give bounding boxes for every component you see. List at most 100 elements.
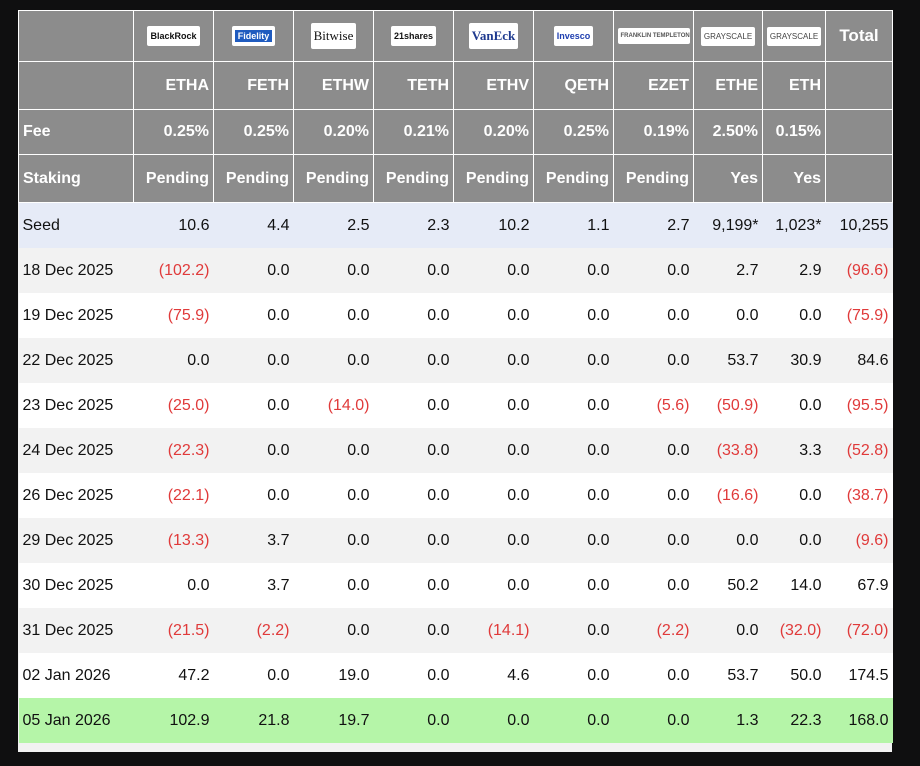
flow-value: 3.3 [762,428,826,473]
flow-value: 0.0 [293,428,374,473]
flow-value: (5.6) [613,383,694,428]
flow-value: 0.0 [533,428,614,473]
logo-cell: GRAYSCALE [762,10,826,62]
ticker: TETH [373,61,454,110]
table-container: BlackRock Fidelity Bitwise 21shares VanEck In… [18,10,893,752]
staking-value: Yes [762,154,826,203]
flow-value: 21.8 [213,698,294,743]
flow-value: 0.0 [533,698,614,743]
flow-value: (2.2) [213,608,294,653]
ticker: ETH [762,61,826,110]
flow-value: 0.0 [613,653,694,698]
flow-value: 0.0 [293,293,374,338]
flow-value: 2.9 [762,248,826,293]
flow-row: 24 Dec 2025 (22.3) 0.0 0.0 0.0 0.0 0.0 0.0 (33.8… [18,428,893,473]
date-label: 23 Dec 2025 [18,383,134,428]
flow-value: 19.7 [293,698,374,743]
issuer-logo: VanEck [468,23,519,49]
flow-value: 30.9 [762,338,826,383]
total-header: Total [825,10,893,62]
ticker: ETHE [693,61,763,110]
total-value: (72.0) [825,608,893,653]
flow-value: 0.0 [293,338,374,383]
empty-cell [825,109,893,155]
empty-cell [825,61,893,110]
flow-value: 0.0 [533,248,614,293]
flow-value: 9,199* [693,202,763,248]
issuer-logo: FRANKLIN TEMPLETON [617,27,690,44]
flow-value: 53.7 [693,653,763,698]
flow-value: 0.0 [373,518,454,563]
flow-value: 0.0 [373,338,454,383]
empty-cell [825,154,893,203]
flow-row: 29 Dec 2025 (13.3) 3.7 0.0 0.0 0.0 0.0 0.0 0.0 0.… [18,518,893,563]
total-value: 174.5 [825,653,893,698]
flow-value: 0.0 [762,383,826,428]
issuer-name: Bitwise [313,28,354,43]
date-label: 19 Dec 2025 [18,293,134,338]
flow-row: Seed 10.6 4.4 2.5 2.3 10.2 1.1 2.7 9,199* 1,023* 1… [18,202,893,248]
flow-value: 0.0 [213,473,294,518]
date-label: 05 Jan 2026 [18,698,134,743]
flow-value: (2.2) [613,608,694,653]
issuer-logo: GRAYSCALE [700,26,756,46]
flow-value: 1.1 [533,202,614,248]
date-label: Seed [18,202,134,248]
fee-value: 0.15% [762,109,826,155]
flow-value: 0.0 [693,518,763,563]
ticker: EZET [613,61,694,110]
flow-value: 0.0 [613,563,694,608]
issuer-logo: Bitwise [310,23,357,49]
flow-value: 0.0 [373,383,454,428]
total-value: 84.6 [825,338,893,383]
flow-value: 0.0 [533,608,614,653]
flow-value: 3.7 [213,563,294,608]
flow-value: 0.0 [453,473,534,518]
flow-value: 0.0 [613,473,694,518]
flow-value: 0.0 [293,518,374,563]
staking-value: Pending [453,154,534,203]
date-label: 02 Jan 2026 [18,653,134,698]
flow-value: 0.0 [453,338,534,383]
flow-value: (13.3) [133,518,214,563]
flow-value: 0.0 [762,293,826,338]
etf-flows-table: BlackRock Fidelity Bitwise 21shares VanEck In… [18,10,893,743]
flow-value: (75.9) [133,293,214,338]
flow-value: 14.0 [762,563,826,608]
flow-value: (102.2) [133,248,214,293]
issuer-logo: BlackRock [147,26,200,46]
staking-value: Pending [213,154,294,203]
flow-value: 0.0 [373,473,454,518]
issuer-name: GRAYSCALE [703,31,753,41]
logo-cell: Invesco [533,10,614,62]
flow-value: 0.0 [293,608,374,653]
flow-value: 0.0 [533,383,614,428]
flow-value: 0.0 [213,338,294,383]
staking-value: Pending [373,154,454,203]
flow-value: 0.0 [453,698,534,743]
flow-value: 10.6 [133,202,214,248]
issuer-logo: Invesco [553,26,594,46]
flow-value: 0.0 [213,248,294,293]
flow-value: 19.0 [293,653,374,698]
date-label: 24 Dec 2025 [18,428,134,473]
flow-value: 4.6 [453,653,534,698]
total-value: (52.8) [825,428,893,473]
flow-value: 0.0 [613,518,694,563]
ticker: ETHW [293,61,374,110]
flow-value: (25.0) [133,383,214,428]
flow-value: 10.2 [453,202,534,248]
flow-value: 0.0 [533,293,614,338]
flow-value: 2.7 [613,202,694,248]
flow-value: 0.0 [453,248,534,293]
logo-cell: BlackRock [133,10,214,62]
flow-row: 02 Jan 2026 47.2 0.0 19.0 0.0 4.6 0.0 0.0 53.7 50… [18,653,893,698]
flow-row: 26 Dec 2025 (22.1) 0.0 0.0 0.0 0.0 0.0 0.0 (16.6… [18,473,893,518]
flow-value: 0.0 [373,563,454,608]
total-value: (95.5) [825,383,893,428]
flow-value: (16.6) [693,473,763,518]
flow-value: 0.0 [613,698,694,743]
flow-value: (50.9) [693,383,763,428]
date-label: 31 Dec 2025 [18,608,134,653]
